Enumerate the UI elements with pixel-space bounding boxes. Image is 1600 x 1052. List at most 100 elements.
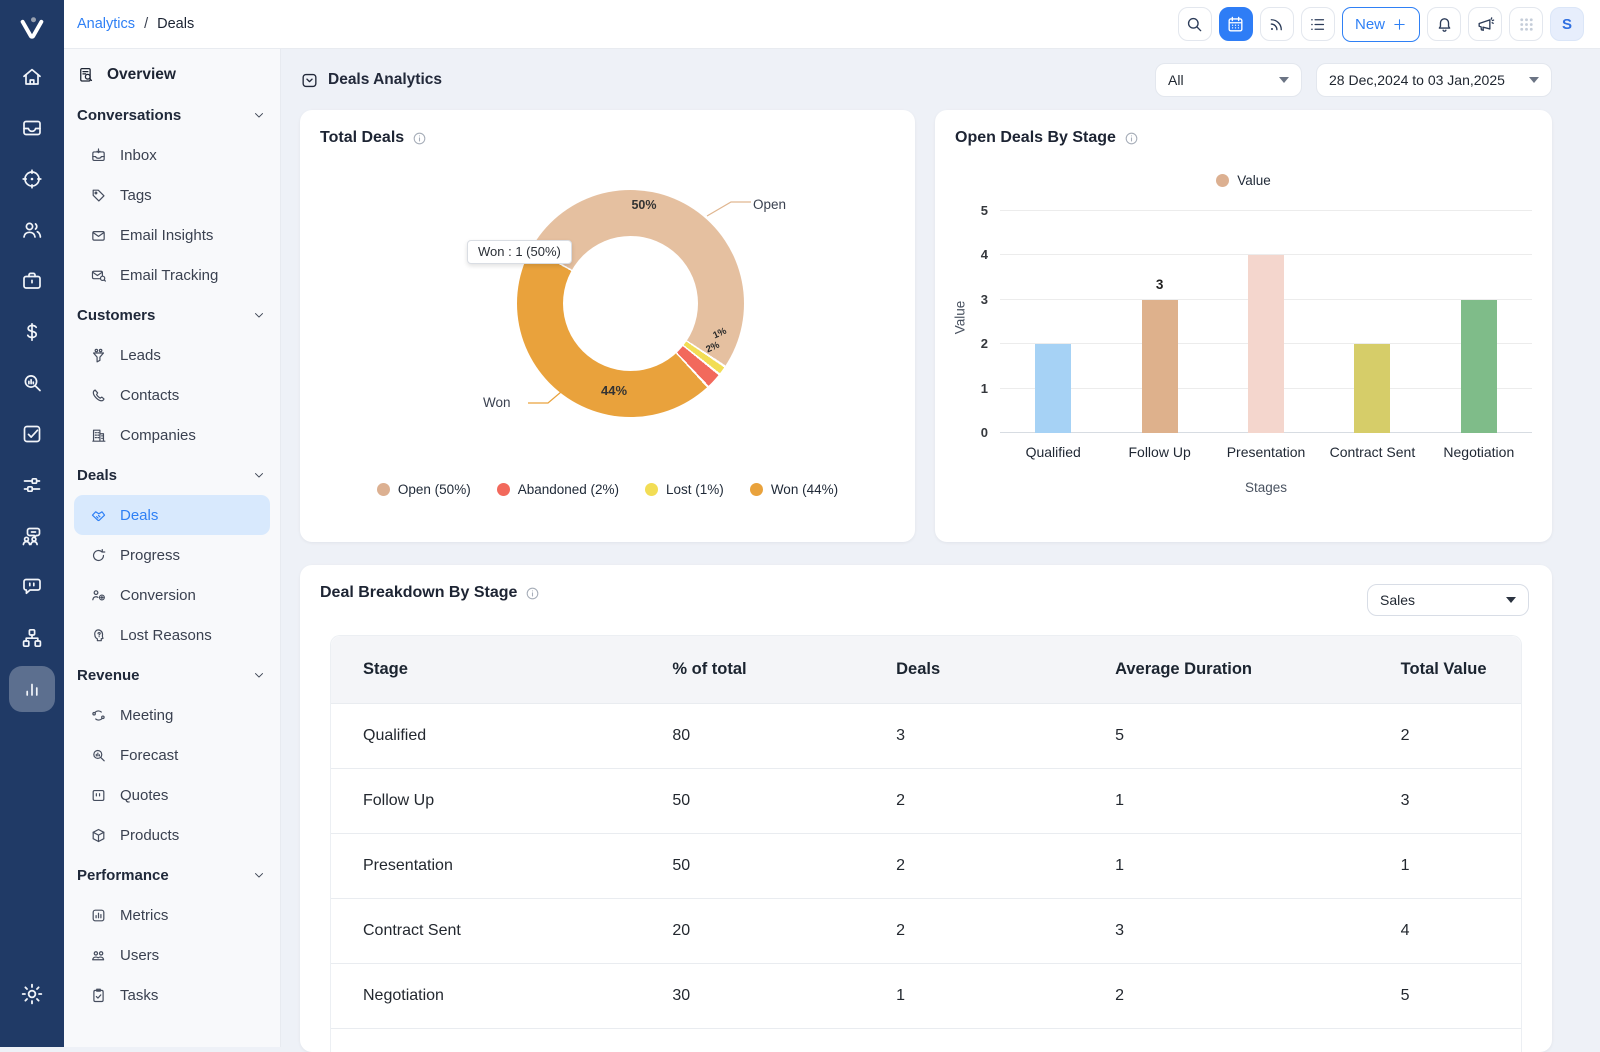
sidebar-item-email-insights[interactable]: Email Insights [64, 215, 280, 255]
x-label: Qualified [1000, 444, 1106, 460]
sidebar-item-contacts[interactable]: Contacts [64, 375, 280, 415]
sidebar-section-customers[interactable]: Customers [64, 295, 280, 335]
bar-follow-up[interactable] [1142, 300, 1178, 433]
bar-contract-sent[interactable] [1354, 344, 1390, 433]
table-row[interactable]: Negotiation30125 [331, 963, 1521, 1028]
bar-presentation[interactable] [1248, 255, 1284, 433]
x-label: Negotiation [1426, 444, 1532, 460]
calendar-icon [1226, 15, 1245, 34]
analytics-icon-active[interactable] [9, 666, 55, 712]
y-tick: 4 [981, 247, 988, 262]
target-icon[interactable] [19, 166, 45, 192]
sidebar-item-email-tracking[interactable]: Email Tracking [64, 255, 280, 295]
info-icon[interactable] [412, 131, 427, 146]
sidebar-section-revenue[interactable]: Revenue [64, 655, 280, 695]
x-axis-labels: Qualified Follow Up Presentation Contrac… [1000, 444, 1532, 460]
notifications-button[interactable] [1427, 7, 1461, 41]
chevron-down-icon [252, 308, 266, 322]
bell-icon [1435, 15, 1454, 34]
breadcrumb-current: Deals [157, 16, 194, 32]
donut-callout-won: Won [483, 395, 511, 410]
col-header-avg-duration: Average Duration [1083, 660, 1369, 679]
chevron-down-icon [252, 108, 266, 122]
sidebar-item-users[interactable]: Users [64, 935, 280, 975]
building-icon [90, 427, 107, 444]
people-chat-icon[interactable] [19, 523, 45, 549]
sidebar-item-forecast[interactable]: Forecast [64, 735, 280, 775]
open-deals-by-stage-card: Open Deals By Stage Value 5 4 3 2 1 0 [935, 110, 1552, 542]
info-icon[interactable] [525, 586, 540, 601]
home-icon[interactable] [19, 64, 45, 90]
deal-breakdown-table: Stage % of total Deals Average Duration … [330, 635, 1522, 1052]
donut-callout-open: Open [753, 197, 786, 212]
donut-label-open: 50% [631, 198, 656, 212]
pipeline-icon[interactable] [19, 472, 45, 498]
legend-item-abandoned[interactable]: Abandoned (2%) [497, 482, 619, 497]
sidebar-item-metrics[interactable]: Metrics [64, 895, 280, 935]
bar-chart-plot[interactable]: 5 4 3 2 1 0 3 [1000, 211, 1532, 433]
caret-down-icon [1529, 77, 1539, 83]
sidebar-item-overview[interactable]: Overview [64, 55, 280, 95]
new-button[interactable]: New [1342, 7, 1420, 42]
module-filter-dropdown[interactable]: All [1155, 63, 1302, 97]
sidebar-item-tags[interactable]: Tags [64, 175, 280, 215]
deal-breakdown-title: Deal Breakdown By Stage [320, 584, 517, 602]
sidebar-section-conversations[interactable]: Conversations [64, 95, 280, 135]
bar-negotiation[interactable] [1461, 300, 1497, 433]
total-deals-card: Total Deals 50% 44% 1% 2% Open Won Won :… [300, 110, 915, 542]
quotes-icon [90, 787, 107, 804]
search-button[interactable] [1178, 7, 1212, 41]
date-range-dropdown[interactable]: 28 Dec,2024 to 03 Jan,2025 [1316, 63, 1552, 97]
sidebar-item-companies[interactable]: Companies [64, 415, 280, 455]
table-row[interactable]: Follow Up50213 [331, 768, 1521, 833]
briefcase-icon[interactable] [19, 268, 45, 294]
info-icon[interactable] [1124, 131, 1139, 146]
table-row[interactable]: Presentation50211 [331, 833, 1521, 898]
sidebar-item-conversion[interactable]: Conversion [64, 575, 280, 615]
y-tick: 3 [981, 292, 988, 307]
legend-item-value[interactable]: Value [1216, 173, 1271, 188]
open-deals-title: Open Deals By Stage [955, 129, 1116, 147]
sidebar-section-deals[interactable]: Deals [64, 455, 280, 495]
sidebar-item-products[interactable]: Products [64, 815, 280, 855]
user-avatar[interactable]: S [1550, 7, 1584, 41]
total-deals-donut-chart[interactable]: 50% 44% 1% 2% [517, 190, 744, 417]
broadcast-button[interactable] [1260, 7, 1294, 41]
sidebar-item-deals[interactable]: Deals [74, 495, 270, 535]
y-tick: 5 [981, 203, 988, 218]
apps-grid-button[interactable] [1509, 7, 1543, 41]
sidebar-item-inbox[interactable]: Inbox [64, 135, 280, 175]
table-row[interactable]: Qualified80352 [331, 703, 1521, 768]
list-button[interactable] [1301, 7, 1335, 41]
contacts-icon[interactable] [19, 217, 45, 243]
tasks-check-icon[interactable] [19, 421, 45, 447]
inbox-icon[interactable] [19, 115, 45, 141]
quote-bubble-icon[interactable] [19, 574, 45, 600]
settings-gear-icon[interactable] [0, 981, 64, 1007]
sidebar-item-lost-reasons[interactable]: Lost Reasons [64, 615, 280, 655]
legend-item-won[interactable]: Won (44%) [750, 482, 838, 497]
org-chart-icon[interactable] [19, 625, 45, 651]
sidebar-item-meeting[interactable]: Meeting [64, 695, 280, 735]
revenue-icon[interactable] [19, 319, 45, 345]
inbox-tray-icon [90, 147, 107, 164]
legend-item-open[interactable]: Open (50%) [377, 482, 471, 497]
bar-slot [1426, 211, 1532, 433]
forecast-icon[interactable] [19, 370, 45, 396]
bar-qualified[interactable] [1035, 344, 1071, 433]
announcements-button[interactable] [1468, 7, 1502, 41]
app-logo[interactable] [0, 9, 64, 49]
table-row[interactable]: Contract Sent20234 [331, 898, 1521, 963]
sidebar-section-performance[interactable]: Performance [64, 855, 280, 895]
sales-filter-dropdown[interactable]: Sales [1367, 584, 1529, 616]
legend-dot [645, 483, 658, 496]
sidebar-item-quotes[interactable]: Quotes [64, 775, 280, 815]
sidebar-item-leads[interactable]: Leads [64, 335, 280, 375]
calendar-button[interactable] [1219, 7, 1253, 41]
breadcrumb-analytics-link[interactable]: Analytics [77, 16, 135, 32]
sidebar-item-tasks[interactable]: Tasks [64, 975, 280, 1015]
main-content: Deals Analytics All 28 Dec,2024 to 03 Ja… [281, 49, 1600, 1047]
sidebar-item-progress[interactable]: Progress [64, 535, 280, 575]
legend-item-lost[interactable]: Lost (1%) [645, 482, 724, 497]
chevron-down-icon [252, 868, 266, 882]
